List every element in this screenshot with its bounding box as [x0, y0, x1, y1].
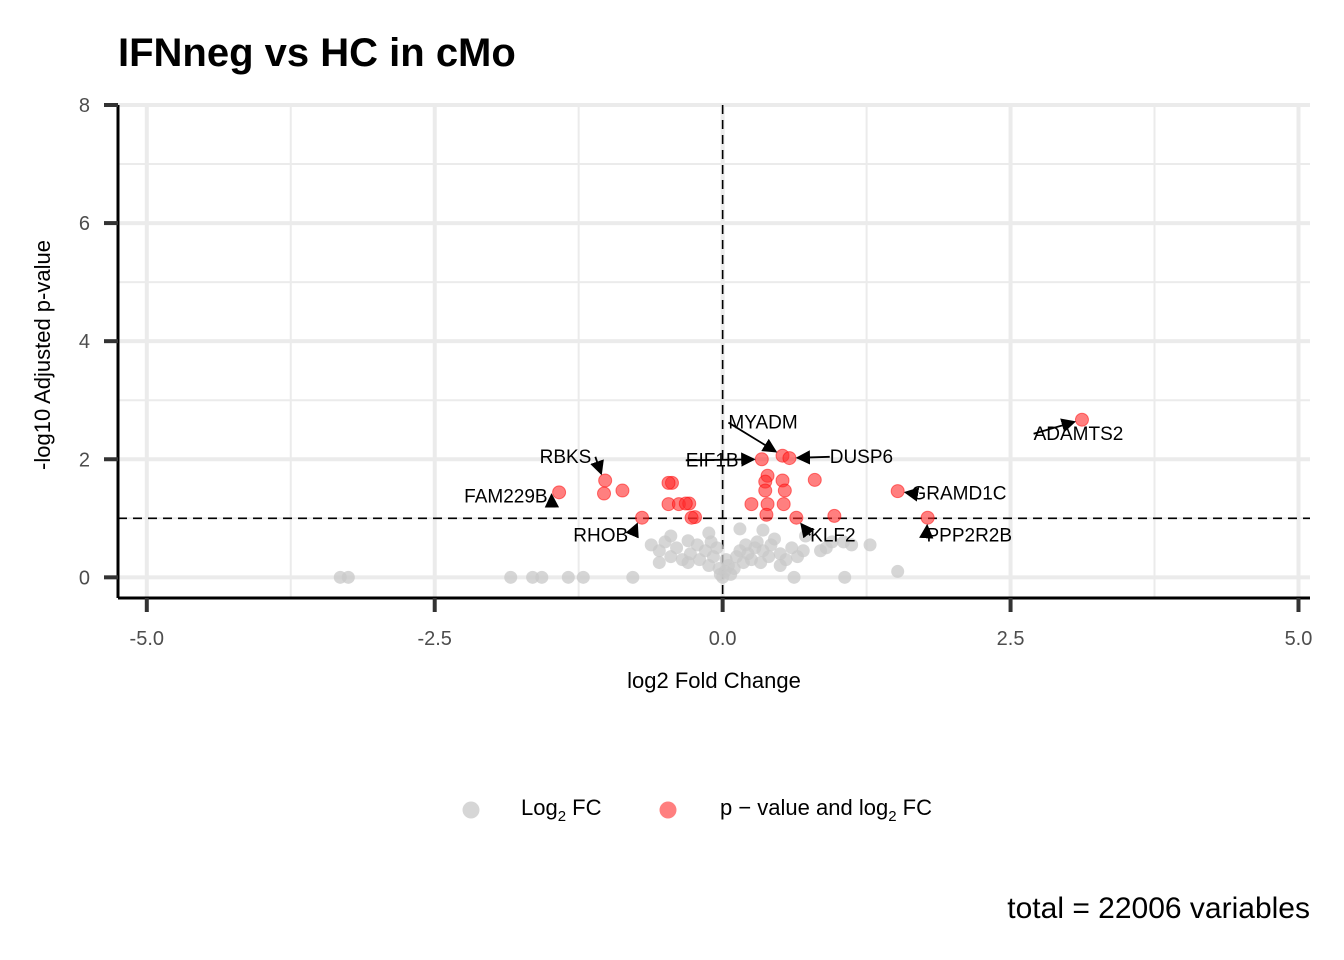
- data-point-nonsignificant: [727, 561, 741, 575]
- grid-minor: [118, 105, 1310, 598]
- data-point-significant: [807, 472, 822, 487]
- data-point-significant: [684, 510, 699, 525]
- axis-ticks: -5.0 -2.5 0.0 2.5 5.0 0 2 4 6 8: [79, 95, 1313, 650]
- data-point-nonsignificant: [535, 570, 549, 584]
- data-point-significant: [782, 451, 797, 466]
- gene-label: GRAMD1C: [912, 483, 1007, 504]
- gene-label: PPP2R2B: [926, 525, 1012, 546]
- data-point-significant: [789, 510, 804, 525]
- data-point-nonsignificant: [702, 526, 716, 540]
- gene-label: KLF2: [810, 525, 855, 546]
- gene-label: FAM229B: [464, 486, 547, 507]
- gene-label: RHOB: [573, 525, 628, 546]
- annotation-connector: [903, 487, 920, 502]
- data-point-nonsignificant: [787, 570, 801, 584]
- x-tick-label: 5.0: [1285, 628, 1313, 650]
- annotation-connector: [625, 522, 639, 539]
- y-axis-title: -log10 Adjusted p-value: [30, 240, 55, 470]
- data-point-nonsignificant: [670, 541, 684, 555]
- x-tick-label: 2.5: [997, 628, 1025, 650]
- y-tick-label: 0: [79, 567, 90, 589]
- data-point-nonsignificant: [626, 570, 640, 584]
- data-point-significant: [661, 475, 676, 490]
- annotation-connector: [727, 421, 778, 453]
- data-point-significant: [920, 510, 935, 525]
- data-point-nonsignificant: [710, 541, 724, 555]
- y-tick-label: 6: [79, 213, 90, 235]
- data-point-significant: [758, 483, 773, 498]
- data-point-significant: [552, 485, 567, 500]
- gene-annotations: ADAMTS2 MYADM DUSP6 EIF1B RBKS GRAMD1C FAM229B…: [464, 413, 1123, 547]
- caption: total = 22006 variables: [1007, 892, 1310, 925]
- annotation-connector: [590, 456, 604, 476]
- legend: Log2 FC p − value and log2 FC: [462, 795, 932, 825]
- data-point-nonsignificant: [504, 570, 518, 584]
- data-point-nonsignificant: [773, 559, 787, 573]
- data-point-significant: [598, 473, 613, 488]
- y-tick-label: 8: [79, 95, 90, 117]
- data-point-nonsignificant: [341, 570, 355, 584]
- data-point-nonsignificant: [681, 556, 695, 570]
- axes: [116, 105, 1310, 600]
- grid-major: [118, 103, 1310, 598]
- significant-points: [552, 412, 1089, 525]
- gene-label: ADAMTS2: [1034, 424, 1124, 445]
- gene-label: MYADM: [728, 413, 797, 434]
- annotation-connector: [685, 452, 756, 467]
- gene-label: DUSP6: [830, 447, 893, 468]
- x-tick-label: -5.0: [130, 628, 164, 650]
- data-point-nonsignificant: [526, 570, 540, 584]
- data-point-significant: [635, 510, 650, 525]
- data-point-significant: [744, 497, 759, 512]
- data-point-nonsignificant: [863, 538, 877, 552]
- data-point-nonsignificant: [576, 570, 590, 584]
- chart-title: IFNneg vs HC in cMo: [118, 31, 516, 75]
- gene-label: EIF1B: [686, 450, 739, 471]
- data-point-significant: [827, 508, 842, 523]
- annotation-connector: [800, 522, 815, 539]
- data-point-significant: [777, 483, 792, 498]
- x-tick-label: -2.5: [417, 628, 451, 650]
- annotation-connector: [795, 450, 830, 465]
- data-point-nonsignificant: [845, 538, 859, 552]
- legend-marker-ns: [462, 801, 480, 819]
- data-point-significant: [776, 497, 791, 512]
- data-point-significant: [890, 484, 905, 499]
- y-tick-label: 4: [79, 331, 90, 353]
- legend-label: Log2 FC: [521, 795, 602, 825]
- data-point-nonsignificant: [756, 523, 770, 537]
- data-point-significant: [754, 452, 769, 467]
- x-axis-title: log2 Fold Change: [627, 668, 801, 693]
- nonsignificant-points: [333, 522, 905, 584]
- data-point-nonsignificant: [767, 532, 781, 546]
- data-point-nonsignificant: [825, 535, 839, 549]
- data-point-nonsignificant: [796, 544, 810, 558]
- data-point-nonsignificant: [838, 570, 852, 584]
- data-point-nonsignificant: [891, 564, 905, 578]
- data-point-nonsignificant: [733, 522, 747, 536]
- data-point-nonsignificant: [652, 556, 666, 570]
- data-point-significant: [615, 483, 630, 498]
- x-tick-label: 0.0: [709, 628, 737, 650]
- gene-label: RBKS: [540, 447, 592, 468]
- data-point-significant: [678, 496, 693, 511]
- annotation-connector: [1033, 418, 1077, 435]
- data-point-nonsignificant: [762, 550, 776, 564]
- data-point-significant: [759, 507, 774, 522]
- threshold-lines: [118, 105, 1310, 598]
- annotation-connector: [919, 523, 934, 539]
- legend-label: p − value and log2 FC: [720, 795, 932, 825]
- data-point-nonsignificant: [664, 529, 678, 543]
- data-point-significant: [597, 486, 612, 501]
- legend-marker-sig: [659, 801, 677, 819]
- y-tick-label: 2: [79, 449, 90, 471]
- data-point-nonsignificant: [561, 570, 575, 584]
